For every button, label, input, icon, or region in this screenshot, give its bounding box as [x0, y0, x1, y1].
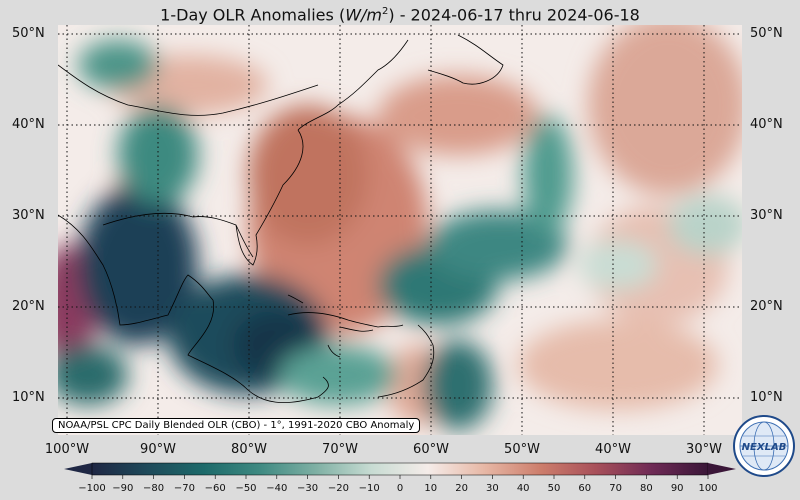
title-unit-exponent: 2 — [381, 6, 389, 17]
colorbar-tick-label: −20 — [327, 483, 349, 494]
colorbar-extend-low — [64, 463, 92, 475]
lon-label-100w: 100°W — [44, 442, 90, 457]
colorbar-tick-label: 40 — [516, 483, 530, 494]
map-panel — [58, 25, 742, 435]
colorbar-gradient — [91, 462, 709, 476]
lat-label-left-30n: 30°N — [12, 208, 45, 223]
lat-label-left-20n: 20°N — [12, 299, 45, 314]
title-prefix: 1-Day OLR Anomalies ( — [160, 5, 346, 25]
colorbar-tick-label: −40 — [266, 483, 288, 494]
colorbar-tick-label: −70 — [173, 483, 195, 494]
colorbar — [64, 462, 736, 479]
colorbar-tick-label: 100 — [698, 483, 718, 494]
colorbar-tick-label: 60 — [578, 483, 592, 494]
colorbar-extend-high — [708, 463, 736, 475]
olr-anomaly-map — [58, 25, 742, 435]
colorbar-tick-label: 50 — [547, 483, 561, 494]
colorbar-tick-label: 30 — [486, 483, 499, 494]
colorbar-tick-label: 80 — [640, 483, 653, 494]
lat-label-left-40n: 40°N — [12, 117, 45, 132]
colorbar-tick-label: −30 — [297, 483, 319, 494]
lat-label-right-10n: 10°N — [750, 390, 783, 405]
lat-label-right-30n: 30°N — [750, 208, 783, 223]
lon-label-70w: 70°W — [322, 442, 358, 457]
colorbar-tick-label: −60 — [204, 483, 226, 494]
lon-label-30w: 30°W — [686, 442, 722, 457]
title-suffix: ) - 2024-06-17 thru 2024-06-18 — [388, 5, 640, 25]
lon-label-40w: 40°W — [595, 442, 631, 457]
colorbar-tick-label: −50 — [235, 483, 257, 494]
colorbar-tick-label: 0 — [396, 483, 404, 494]
colorbar-tick-label: 10 — [424, 483, 438, 494]
colorbar-tick-label: −90 — [112, 483, 134, 494]
colorbar-tick-label: −100 — [78, 483, 106, 494]
map-title: 1-Day OLR Anomalies (W/m2) - 2024-06-17 … — [0, 0, 800, 24]
globe-logo-icon: NEXLAB — [733, 415, 795, 477]
lat-label-right-40n: 40°N — [750, 117, 783, 132]
data-credit-label: NOAA/PSL CPC Daily Blended OLR (CBO) - 1… — [52, 418, 421, 433]
gridlines — [58, 25, 742, 435]
lon-label-80w: 80°W — [231, 442, 267, 457]
coastlines — [58, 34, 504, 403]
lat-label-left-10n: 10°N — [12, 390, 45, 405]
lat-label-right-20n: 20°N — [750, 299, 783, 314]
colorbar-tick-label: 20 — [455, 483, 468, 494]
lat-label-left-50n: 50°N — [12, 26, 45, 41]
colorbar-tick-label: −80 — [143, 483, 165, 494]
colorbar-tick-label: 90 — [670, 483, 684, 494]
colorbar-tick-label: 70 — [609, 483, 622, 494]
title-unit-var: W/m — [345, 5, 382, 25]
lat-label-right-50n: 50°N — [750, 26, 783, 41]
colorbar-tick-label: −10 — [358, 483, 380, 494]
lon-label-60w: 60°W — [413, 442, 449, 457]
lon-label-50w: 50°W — [504, 442, 540, 457]
logo-text: NEXLAB — [742, 442, 787, 453]
lon-label-90w: 90°W — [140, 442, 176, 457]
